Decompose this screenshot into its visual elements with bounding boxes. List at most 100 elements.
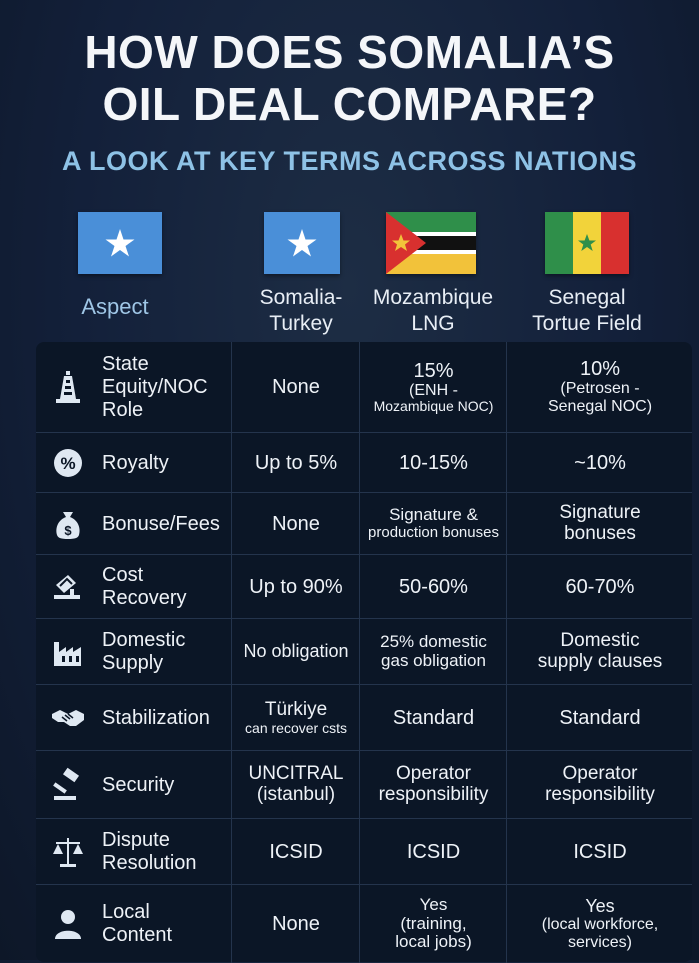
cell-line: Operator	[562, 763, 638, 785]
aspect-line: Dispute	[102, 829, 170, 851]
svg-text:$: $	[64, 523, 72, 538]
aspect-label: Security	[102, 751, 232, 819]
scales-icon	[53, 838, 83, 867]
cell-line: 15%	[413, 359, 454, 382]
cell-senegal: Domestic supply clauses	[506, 619, 693, 685]
cell-somalia: None	[231, 342, 360, 432]
table-row-local-content: Local Content None Yes (training, local …	[36, 884, 692, 963]
column-header-somalia-turkey: Somalia- Turkey	[236, 285, 366, 337]
cell-line: 10%	[579, 358, 621, 381]
cell-mozambique: 50-60%	[359, 555, 507, 619]
cell-senegal: ICSID	[506, 819, 693, 885]
cell-line: Standard	[559, 707, 641, 729]
cell-somalia: Türkiye can recover csts	[231, 685, 360, 751]
aspect-label: Bonuse/Fees	[102, 493, 232, 555]
cell-line: 25% domestic	[380, 632, 487, 652]
aspect-line: Role	[102, 398, 144, 421]
aspect-label: Dispute Resolution	[102, 819, 232, 885]
column-header-line: Mozambique	[372, 286, 494, 309]
cell-somalia: Up to 5%	[231, 433, 360, 493]
cell-line: (istanbul)	[256, 784, 336, 805]
column-header-line: Somalia-	[259, 286, 343, 309]
money-bag-icon: $	[56, 512, 80, 539]
aspect-line: Supply	[102, 652, 164, 674]
oil-derrick-icon	[56, 371, 80, 403]
cell-line: ~10%	[574, 452, 626, 474]
cell-line: (Petrosen -	[560, 380, 640, 398]
cell-line: No obligation	[243, 641, 349, 662]
cell-mozambique: 15% (ENH - Mozambique NOC)	[359, 342, 507, 432]
cell-senegal: 60-70%	[506, 555, 693, 619]
factory-icon	[54, 642, 81, 666]
aspect-label: Cost Recovery	[102, 555, 232, 619]
somalia-flag	[264, 212, 340, 274]
cell-somalia: No obligation	[231, 619, 360, 685]
aspect-line: Content	[102, 924, 173, 946]
cell-line: supply clauses	[537, 651, 663, 672]
aspect-line: Cost	[102, 564, 144, 586]
cell-line: Up to 90%	[249, 576, 343, 598]
page-subtitle: A LOOK AT KEY TERMS ACROSS NATIONS	[61, 146, 638, 176]
aspect-label: Royalty	[102, 433, 232, 493]
table-row-cost-recovery: Cost Recovery Up to 90% 50-60% 60-70%	[36, 554, 692, 619]
mozambique-flag	[386, 212, 476, 274]
cell-line: gas obligation	[381, 651, 486, 670]
cell-line: Standard	[392, 707, 475, 729]
cell-senegal: Signature bonuses	[506, 493, 693, 555]
title-line-1: HOW DOES SOMALIA’S	[84, 26, 615, 78]
table-row-bonuses: $ Bonuse/Fees None Signature & productio…	[36, 492, 692, 555]
column-header-senegal: Senegal Tortue Field	[512, 285, 662, 337]
column-header-line: LNG	[411, 312, 455, 335]
cell-line: can recover csts	[245, 719, 347, 736]
cell-line: Domestic	[560, 630, 640, 652]
cell-line: Operator	[396, 763, 471, 785]
cell-senegal: Operator responsibility	[506, 751, 693, 819]
cell-line: ICSID	[573, 841, 627, 863]
somalia-flag	[78, 212, 162, 274]
cell-line: (training,	[400, 913, 467, 933]
table-row-royalty: % Royalty Up to 5% 10-15% ~10%	[36, 432, 692, 493]
cell-line: production bonuses	[368, 524, 499, 542]
cell-senegal: Yes (local workforce, services)	[506, 885, 693, 963]
cell-somalia: None	[231, 493, 360, 555]
aspect-label: State Equity/NOC Role	[102, 342, 232, 432]
gavel-icon	[53, 767, 80, 800]
aspect-line: Security	[102, 773, 175, 796]
cell-line: Türkiye	[264, 698, 328, 720]
cell-mozambique: Operator responsibility	[359, 751, 507, 819]
cell-senegal: ~10%	[506, 433, 693, 493]
aspect-line: Resolution	[102, 852, 197, 874]
aspect-label: Local Content	[102, 885, 232, 963]
cell-mozambique: 25% domestic gas obligation	[359, 619, 507, 685]
cell-mozambique: 10-15%	[359, 433, 507, 493]
aspect-line: Bonuse/Fees	[102, 512, 220, 535]
cell-line: ICSID	[269, 841, 323, 863]
cell-line: Signature	[559, 502, 641, 524]
table-row-dispute-resolution: Dispute Resolution ICSID ICSID ICSID	[36, 818, 692, 885]
cell-line: responsibility	[545, 784, 655, 805]
cell-line: Yes	[585, 895, 615, 916]
column-header-mozambique: Mozambique LNG	[358, 285, 508, 337]
cell-mozambique: Yes (training, local jobs)	[359, 885, 507, 963]
cost-chart-icon	[54, 575, 80, 599]
cell-line: (local workforce,	[541, 916, 659, 934]
table-row-stabilization: Stabilization Türkiye can recover csts S…	[36, 684, 692, 751]
cell-line: responsibility	[378, 784, 489, 805]
cell-line: None	[272, 513, 320, 535]
cell-line: Senegal NOC)	[547, 398, 653, 415]
cell-somalia: Up to 90%	[231, 555, 360, 619]
cell-somalia: None	[231, 885, 360, 963]
cell-line: UNCITRAL	[248, 763, 344, 785]
cell-mozambique: Signature & production bonuses	[359, 493, 507, 555]
table-row-domestic-supply: Domestic Supply No obligation 25% domest…	[36, 618, 692, 685]
column-header-aspect: Aspect	[81, 294, 149, 319]
column-header-line: Tortue Field	[532, 312, 642, 335]
cell-somalia: UNCITRAL (istanbul)	[231, 751, 360, 819]
aspect-line: Stabilization	[102, 706, 210, 729]
handshake-icon	[52, 710, 84, 726]
column-header-line: Senegal	[548, 286, 626, 309]
cell-line: Mozambique NOC)	[373, 398, 494, 415]
column-header-line: Turkey	[269, 312, 333, 335]
cell-somalia: ICSID	[231, 819, 360, 885]
cell-line: local jobs)	[395, 932, 472, 952]
